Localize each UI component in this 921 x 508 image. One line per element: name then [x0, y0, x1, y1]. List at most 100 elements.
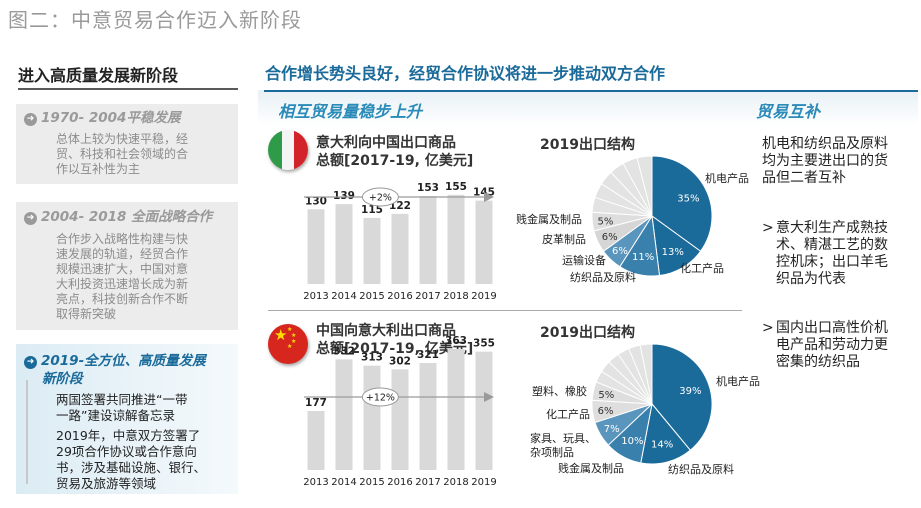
pie-category-label: 化工产品	[546, 407, 590, 421]
stage-2-body-line: 大利投资迅速增长成为新	[56, 277, 189, 291]
bar	[419, 196, 437, 284]
stage-3-body-line: 一路”建设谅解备忘录	[56, 408, 175, 423]
bar-value-label: 115	[361, 204, 383, 216]
pie-category-label: 纺织品及原料	[570, 270, 636, 284]
x-tick-label: 2014	[331, 291, 356, 302]
bar	[475, 351, 493, 470]
pie-percent-label: 11%	[632, 252, 654, 263]
bullet-marker: >	[762, 220, 774, 236]
pie-segment-separator	[610, 171, 653, 217]
pie-category-label: 贱金属及制品	[516, 212, 582, 226]
x-tick-label: 2013	[303, 477, 328, 488]
italy-pie-title: 2019出口结构	[540, 137, 635, 153]
pie-slice	[651, 343, 713, 451]
growth-arrow-head	[484, 192, 494, 202]
pie-segment-separator	[601, 183, 653, 217]
stage-1-heading: ➜ 1970- 2004平稳发展	[24, 106, 180, 126]
pie-percent-label: 6%	[612, 246, 628, 257]
bar-value-label: 321	[417, 349, 439, 361]
timeline-line	[26, 380, 28, 484]
x-tick-label: 2019	[471, 477, 496, 488]
pie-percent-label: 39%	[679, 386, 701, 397]
italy-bar-chart-title: 意大利向中国出口商品 总额[2017-19, 亿美元]	[316, 134, 473, 170]
pie-category-label: 运输设备	[562, 253, 606, 267]
bar	[307, 411, 325, 470]
stage-3-heading: ➜ 2019-全方位、高质量发展 新阶段	[24, 352, 206, 388]
stage-2-body-line: 速发展的轨道，经贸合作	[56, 247, 189, 261]
pie-category-label: 杂项制品	[530, 446, 574, 459]
pie-segment-separator	[617, 354, 653, 405]
trade-complement-subtitle: 贸易互补	[756, 102, 821, 121]
stage-3-box	[16, 344, 238, 494]
trade-volume-subtitle: 相互贸易量稳步上升	[278, 102, 423, 121]
pie-category-label: 塑料、橡胶	[532, 384, 587, 398]
x-tick-label: 2017	[415, 477, 440, 488]
chart-title-line: 总额[2017-19, 亿美元]	[316, 341, 474, 357]
bullet-marker: >	[762, 320, 774, 336]
pie-slice	[595, 343, 653, 405]
stage-3-body-line: 两国签署共同推进“一带	[56, 392, 188, 407]
bar	[391, 213, 409, 284]
pie-percent-label: 6%	[598, 406, 614, 417]
stage-2-body-line: 规模迅速扩大，中国对意	[56, 262, 189, 276]
stage-1-body: 总体上较为快速平稳，经 贸、科技和社会领域的合 作以互补性为主	[56, 132, 226, 177]
pie-segment-separator	[636, 157, 653, 217]
complement-bullet-1: > 意大利生产成熟技术、精湛工艺的数控机床；出口羊毛织品为代表	[762, 220, 900, 288]
complement-bullet-text: 意大利生产成熟技术、精湛工艺的数控机床；出口羊毛织品为代表	[776, 220, 888, 287]
stage-1-body-line: 贸、科技和社会领域的合	[56, 147, 189, 161]
stage-1-box	[16, 104, 238, 184]
growth-rate-label: +2%	[369, 193, 392, 204]
bar	[419, 363, 437, 470]
bar-value-label: 177	[305, 397, 327, 409]
stage-2-heading-text: 2004- 2018 全面战略合作	[41, 209, 213, 225]
italy-flag	[268, 130, 308, 170]
stage-2-body-line: 取得新突破	[56, 307, 117, 321]
china-flag: ★ ★ ★ ★ ★	[268, 324, 308, 364]
x-tick-label: 2013	[303, 291, 328, 302]
growth-rate-badge	[361, 187, 399, 207]
chart-title-line: 总额[2017-19, 亿美元]	[316, 153, 474, 169]
pie-segment-separator	[639, 345, 653, 405]
x-tick-label: 2016	[387, 477, 412, 488]
complement-bullet-text: 国内出口高性价机电产品和劳动力更密集的纺织品	[776, 320, 888, 370]
pie-segment-separator	[622, 163, 653, 217]
pie-percent-label: 5%	[598, 390, 614, 401]
pie-category-label: 纺织品及原料	[668, 462, 734, 476]
stage-1-body-line: 总体上较为快速平稳，经	[56, 132, 189, 146]
china-pie-title: 2019出口结构	[540, 325, 635, 341]
stage-3-body-line: 贸易及旅游等领域	[56, 476, 157, 491]
pie-segment-separator	[628, 348, 653, 405]
stage-2-body-line: 亮点，科技创新合作不断	[56, 292, 189, 306]
left-panel-title: 进入高质量发展新阶段	[18, 66, 179, 85]
bar	[447, 194, 465, 284]
arrow-right-icon: ➜	[24, 356, 37, 369]
bar-value-label: 302	[389, 355, 411, 367]
x-tick-label: 2015	[359, 291, 384, 302]
growth-arrow-head	[484, 392, 494, 402]
growth-rate-label: +12%	[366, 393, 395, 404]
bar-value-label: 355	[473, 338, 495, 350]
pie-percent-label: 14%	[651, 440, 673, 451]
pie-segment-separator	[608, 361, 653, 405]
stage-1-heading-text: 1970- 2004平稳发展	[41, 110, 181, 126]
bar-value-label: 332	[333, 345, 355, 357]
pie-segment-separator	[601, 370, 653, 405]
right-panel-title: 合作增长势头良好，经贸合作协议将进一步推动双方合作	[265, 64, 666, 83]
bar-value-label: 155	[445, 181, 467, 193]
bar	[391, 369, 409, 470]
right-panel-rule	[264, 90, 918, 92]
stage-2-box	[16, 202, 238, 330]
stage-3-body-1: 两国签署共同推进“一带 一路”建设谅解备忘录	[56, 392, 226, 424]
complement-bullet-2: > 国内出口高性价机电产品和劳动力更密集的纺织品	[762, 320, 900, 371]
pie-category-label: 皮革制品	[542, 232, 586, 246]
bar	[363, 365, 381, 470]
pie-percent-label: 35%	[677, 193, 699, 204]
stage-2-heading: ➜ 2004- 2018 全面战略合作	[24, 205, 212, 225]
bar-value-label: 139	[333, 190, 355, 202]
stage-3-heading-line: 新阶段	[42, 371, 83, 387]
bar	[335, 204, 353, 284]
pie-slice	[640, 402, 691, 465]
bar	[447, 349, 465, 470]
figure-title: 图二：中意贸易合作迈入新阶段	[8, 8, 302, 32]
